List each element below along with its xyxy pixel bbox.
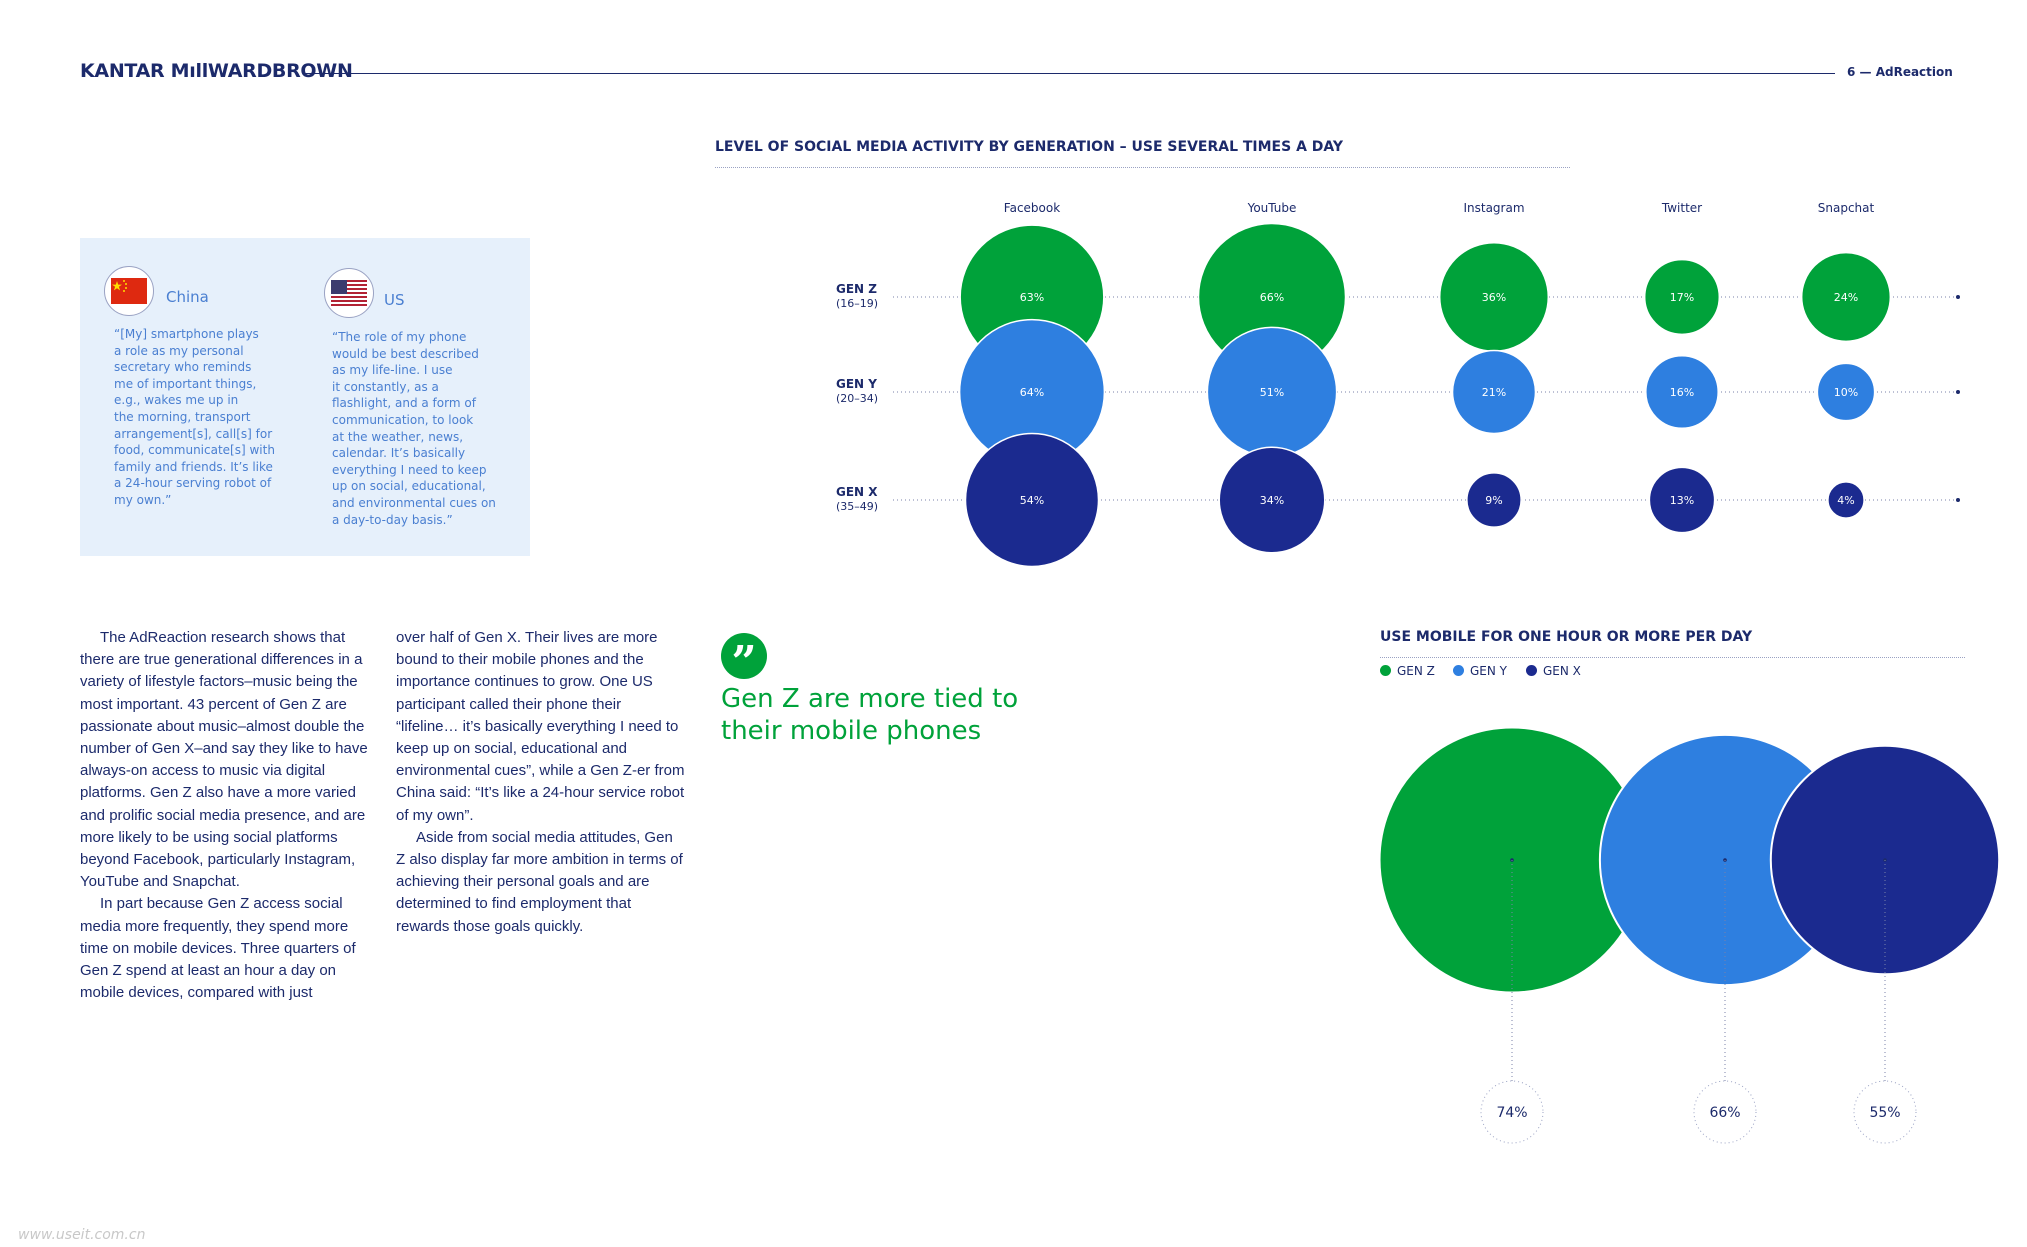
header-divider: [305, 73, 1835, 74]
body-paragraph: The AdReaction research shows that there…: [80, 629, 368, 891]
chart-title-divider: [715, 167, 1570, 168]
bubble-value-label: 74%: [1496, 1105, 1527, 1121]
legend-dot-gen-y: [1453, 665, 1464, 676]
legend-label: GEN X: [1543, 664, 1581, 678]
bubble-value-label: 66%: [1260, 291, 1284, 304]
category-label: Instagram: [1463, 201, 1524, 215]
bubble-value-label: 13%: [1670, 494, 1694, 507]
value-label-circle: [1853, 1080, 1917, 1144]
bubble-value-label: 24%: [1834, 291, 1858, 304]
us-flag-icon: [324, 268, 374, 318]
row-label: GEN X: [836, 485, 878, 499]
social-media-bubble-chart: Facebook YouTube Instagram Twitter Snapchat G…: [836, 201, 1960, 568]
chart-title-divider: [1380, 657, 1965, 658]
bubble-value-label: 10%: [1834, 386, 1858, 399]
row-sublabel: (20–34): [836, 392, 878, 405]
kantar-millward-brown-logo: KANTAR MıllWARDBROWN: [80, 60, 353, 82]
body-paragraph: over half of Gen X. Their lives are more…: [396, 629, 685, 824]
bubble-value-label: 16%: [1670, 386, 1694, 399]
bubble: [1645, 355, 1719, 429]
bubble: [1800, 251, 1892, 343]
bubble-value-label: 64%: [1020, 386, 1044, 399]
body-text-column-1: The AdReaction research shows that there…: [80, 627, 370, 1004]
legend-dot-gen-x: [1526, 665, 1537, 676]
bubble-value-label: 55%: [1869, 1105, 1900, 1121]
row-end-dot: [1956, 498, 1960, 502]
bubble: [964, 432, 1100, 568]
category-label: Snapchat: [1818, 201, 1875, 215]
bubble: [1816, 362, 1876, 422]
category-label: Twitter: [1661, 201, 1702, 215]
chart-mobile-use-title: USE MOBILE FOR ONE HOUR OR MORE PER DAY: [1380, 629, 1753, 645]
bubble: [1218, 446, 1326, 554]
row-end-dot: [1956, 390, 1960, 394]
bubble-value-label: 51%: [1260, 386, 1284, 399]
bubble-value-label: 9%: [1485, 494, 1502, 507]
row-sublabel: (35–49): [836, 500, 878, 513]
bubble-value-label: 4%: [1837, 494, 1854, 507]
body-text-column-2: over half of Gen X. Their lives are more…: [396, 627, 686, 938]
bubble-value-label: 36%: [1482, 291, 1506, 304]
quote-mark-icon: ”: [721, 633, 767, 688]
category-label: Facebook: [1004, 201, 1060, 215]
value-label-circle: [1693, 1080, 1757, 1144]
bubble: [1466, 472, 1522, 528]
bubble: [1643, 258, 1721, 336]
us-label: US: [384, 291, 405, 309]
legend-label: GEN Y: [1470, 664, 1508, 678]
bubble: [1827, 481, 1865, 519]
page-label: 6 — AdReaction: [1847, 65, 1953, 79]
legend-gen-z: GEN Z: [1380, 664, 1435, 678]
row-sublabel: (16–19): [836, 297, 878, 310]
bubble-value-label: 54%: [1020, 494, 1044, 507]
row-label: GEN Z: [836, 282, 877, 296]
value-label-circle: [1480, 1080, 1544, 1144]
china-flag-icon: [104, 266, 154, 316]
bubble: [1648, 466, 1716, 534]
legend-gen-x: GEN X: [1526, 664, 1581, 678]
bubble-value-label: 34%: [1260, 494, 1284, 507]
bubble-value-label: 63%: [1020, 291, 1044, 304]
country-quotes-box: China “[My] smartphone plays a role as m…: [80, 238, 530, 556]
legend-label: GEN Z: [1397, 664, 1435, 678]
legend-gen-y: GEN Y: [1453, 664, 1507, 678]
watermark: www.useit.com.cn: [18, 1227, 146, 1243]
us-quote: “The role of my phone would be best desc…: [332, 330, 496, 527]
body-paragraph: In part because Gen Z access social medi…: [80, 895, 356, 1002]
china-quote: “[My] smartphone plays a role as my pers…: [114, 327, 275, 507]
bubble-value-label: 17%: [1670, 291, 1694, 304]
bubble: [1451, 349, 1537, 435]
legend-dot-gen-z: [1380, 665, 1391, 676]
body-paragraph: Aside from social media attitudes, Gen Z…: [396, 828, 683, 935]
china-label: China: [166, 288, 209, 306]
row-end-dot: [1956, 295, 1960, 299]
category-label: YouTube: [1247, 201, 1297, 215]
mobile-use-bubble-chart: 74% 66% 55%: [1378, 726, 2001, 1144]
pull-quote: Gen Z are more tied to their mobile phon…: [721, 684, 1019, 746]
bubble-value-label: 66%: [1709, 1105, 1740, 1121]
chart-social-media-title: LEVEL OF SOCIAL MEDIA ACTIVITY BY GENERA…: [715, 139, 1344, 155]
row-label: GEN Y: [836, 377, 877, 391]
bubble-value-label: 21%: [1482, 386, 1506, 399]
